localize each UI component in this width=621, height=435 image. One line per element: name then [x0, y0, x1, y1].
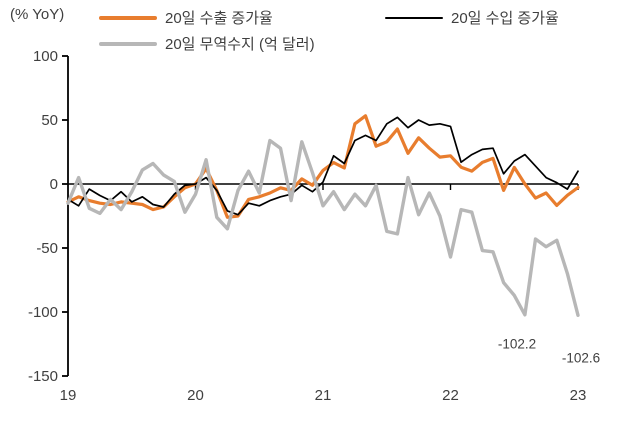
- import-line-swatch-icon: [385, 16, 443, 19]
- y-tick-label: -150: [28, 368, 58, 385]
- x-tick-label: 19: [60, 387, 77, 404]
- y-axis-unit-label: (% YoY): [10, 6, 65, 23]
- legend-label-balance: 20일 무역수지 (억 달러): [165, 36, 315, 53]
- import-line: [67, 116, 579, 216]
- x-tick-label: 20: [187, 387, 204, 404]
- legend-item-import: 20일 수입 증가율: [385, 7, 559, 28]
- y-tick-label: 0: [50, 176, 58, 193]
- y-tick-label: 50: [41, 112, 58, 129]
- y-tick-label: -50: [36, 240, 58, 257]
- legend-label-export: 20일 수출 증가율: [165, 10, 273, 27]
- y-tick-label: 100: [33, 48, 58, 65]
- balance-line-swatch-icon: [99, 41, 157, 46]
- x-tick-label: 22: [442, 387, 459, 404]
- annotation-jan-2023-deficit: -102.6: [561, 350, 601, 366]
- legend-item-export: 20일 수출 증가율: [99, 7, 273, 28]
- annotation-aug-2022-deficit: -102.2: [497, 336, 537, 352]
- legend-label-import: 20일 수입 증가율: [451, 10, 559, 27]
- x-tick-label: 21: [315, 387, 332, 404]
- y-tick-label: -100: [28, 304, 58, 321]
- x-tick-label: 23: [570, 387, 587, 404]
- legend-item-balance: 20일 무역수지 (억 달러): [99, 33, 315, 54]
- export-line: [66, 114, 580, 219]
- export-line-swatch-icon: [99, 15, 157, 20]
- balance-line: [66, 138, 580, 317]
